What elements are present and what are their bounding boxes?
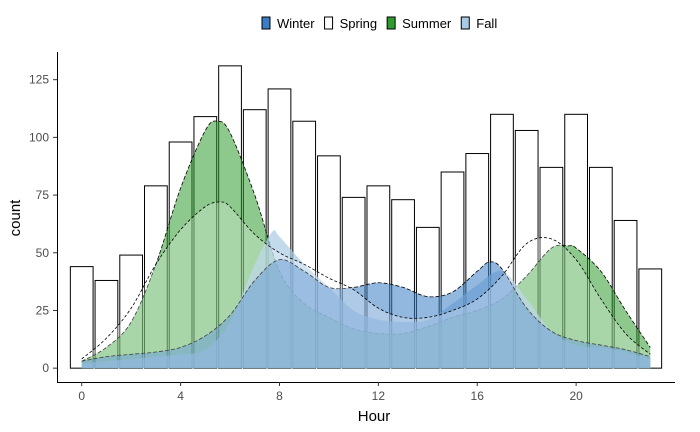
y-axis-title: count xyxy=(7,199,24,237)
y-tick-label-0: 0 xyxy=(42,361,49,375)
x-axis-title: Hour xyxy=(358,408,391,425)
legend-key-winter xyxy=(261,16,271,30)
ticks-layer: 0 4 8 12 16 20 0 25 50 75 100 125 xyxy=(29,73,583,403)
density-layer xyxy=(81,120,651,369)
y-tick-label-75: 75 xyxy=(36,188,50,202)
y-tick-label-100: 100 xyxy=(29,130,49,144)
x-tick-label-0: 0 xyxy=(78,389,85,403)
y-tick-label-125: 125 xyxy=(29,73,49,87)
legend-label-winter: Winter xyxy=(277,16,315,31)
x-tick-label-12: 12 xyxy=(372,389,386,403)
legend-key-summer xyxy=(386,16,396,30)
legend-key-fall xyxy=(460,16,470,30)
legend-label-spring: Spring xyxy=(340,16,378,31)
legend: Winter Spring Summer Fall xyxy=(261,16,497,31)
density-area-spring xyxy=(81,201,651,369)
x-tick-label-8: 8 xyxy=(276,389,283,403)
legend-label-fall: Fall xyxy=(476,16,497,31)
legend-label-summer: Summer xyxy=(402,16,452,31)
density-line-spring xyxy=(81,201,651,360)
density-line-winter xyxy=(81,259,651,362)
bar-hour-0 xyxy=(69,266,94,369)
axes-layer xyxy=(57,52,675,383)
x-tick-label-20: 20 xyxy=(569,389,583,403)
legend-key-spring xyxy=(324,16,334,30)
y-tick-label-50: 50 xyxy=(36,246,50,260)
x-tick-label-16: 16 xyxy=(471,389,485,403)
density-area-winter xyxy=(81,259,651,369)
y-tick-label-25: 25 xyxy=(36,303,50,317)
x-tick-label-4: 4 xyxy=(177,389,184,403)
